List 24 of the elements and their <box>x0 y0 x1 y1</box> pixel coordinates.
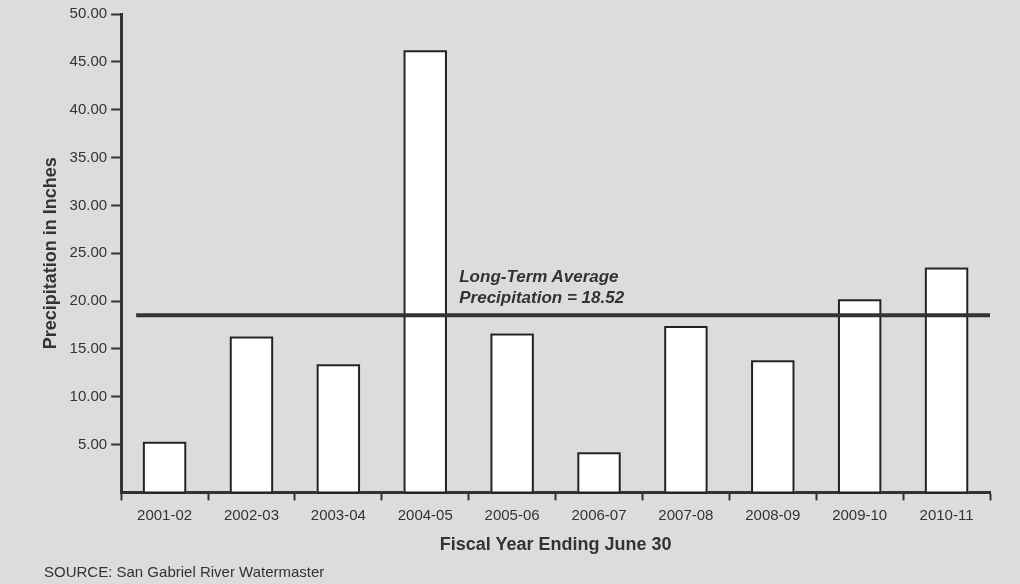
y-tick-label: 25.00 <box>69 243 108 261</box>
y-tick-label: 15.00 <box>69 339 108 357</box>
x-axis-title: Fiscal Year Ending June 30 <box>439 534 672 555</box>
x-tick-label: 2009-10 <box>832 505 888 523</box>
ref-line-label: Long-Term Average Precipitation = 18.52 <box>459 267 625 308</box>
x-tick-label: 2001-02 <box>137 505 193 523</box>
x-tick-label: 2002-03 <box>223 505 279 523</box>
x-tick-label: 2006-07 <box>571 505 627 523</box>
y-tick-label: 35.00 <box>69 147 108 165</box>
y-tick-label: 5.00 <box>77 434 108 452</box>
y-tick-label: 45.00 <box>69 51 108 69</box>
source-note: SOURCE: San Gabriel River Watermaster <box>44 562 325 580</box>
x-tick-label: 2007-08 <box>658 505 714 523</box>
y-tick-label: 40.00 <box>69 99 108 117</box>
x-tick-label: 2008-09 <box>745 505 801 523</box>
y-tick-label: 10.00 <box>69 386 108 404</box>
x-tick-label: 2005-06 <box>484 505 540 523</box>
y-tick-label: 50.00 <box>69 4 108 22</box>
x-tick-label: 2004-05 <box>397 505 453 523</box>
y-axis-title: Precipitation in Inches <box>39 157 60 350</box>
x-tick-label: 2003-04 <box>310 505 366 523</box>
x-tick-label: 2010-11 <box>919 505 974 523</box>
y-tick-label: 20.00 <box>69 291 108 309</box>
y-tick-label: 30.00 <box>69 195 108 213</box>
